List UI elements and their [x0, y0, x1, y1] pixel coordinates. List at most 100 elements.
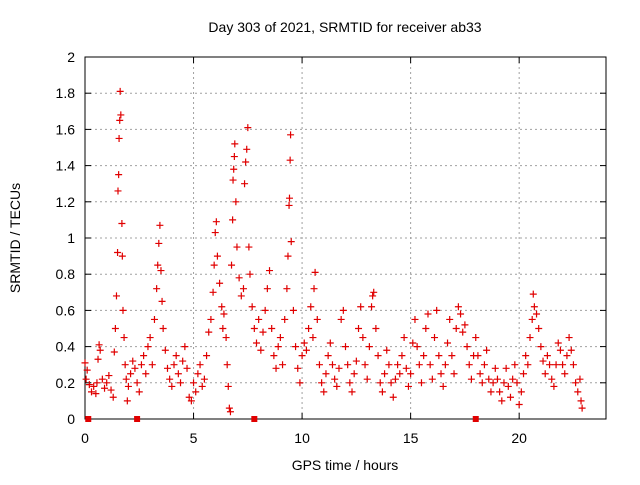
data-point — [170, 361, 178, 369]
data-point — [556, 346, 564, 354]
data-point — [381, 370, 389, 378]
data-point — [448, 352, 456, 360]
data-point — [81, 359, 89, 367]
data-point — [127, 370, 135, 378]
data-point — [378, 388, 386, 396]
y-tick-label: 1.2 — [56, 194, 76, 210]
data-point — [115, 134, 123, 142]
data-point — [328, 361, 336, 369]
data-point — [118, 220, 126, 228]
data-point — [174, 370, 182, 378]
data-point — [326, 339, 334, 347]
y-tick-label: 2 — [67, 49, 75, 65]
data-point — [339, 306, 347, 314]
data-point — [398, 352, 406, 360]
data-point — [396, 370, 404, 378]
data-point — [511, 361, 519, 369]
data-point — [496, 388, 504, 396]
data-point — [463, 343, 471, 351]
data-point — [342, 343, 349, 351]
data-point — [578, 404, 586, 412]
data-point — [352, 357, 360, 365]
data-point — [261, 306, 269, 314]
data-point — [550, 382, 558, 390]
data-point — [541, 370, 549, 378]
data-point — [391, 375, 399, 383]
x-axis-label: GPS time / hours — [292, 457, 399, 473]
data-point — [116, 87, 124, 95]
data-point — [300, 339, 308, 347]
data-point — [355, 325, 363, 332]
data-point — [424, 310, 432, 318]
data-point — [552, 361, 560, 369]
data-point — [118, 252, 126, 260]
data-point — [569, 361, 577, 369]
data-point — [83, 366, 91, 374]
data-point — [229, 176, 237, 184]
data-point — [305, 325, 313, 332]
data-point — [230, 165, 238, 173]
data-point — [420, 352, 428, 360]
data-point — [250, 325, 258, 332]
data-point — [239, 285, 247, 293]
data-point — [529, 290, 537, 298]
data-point — [246, 270, 254, 278]
data-point — [444, 339, 452, 347]
data-point — [365, 343, 373, 351]
data-point — [94, 355, 102, 363]
data-point — [457, 310, 465, 318]
data-point — [276, 334, 284, 342]
data-point — [183, 364, 191, 372]
data-point — [112, 292, 120, 300]
data-point — [561, 370, 569, 378]
y-tick-label: 0 — [67, 411, 75, 427]
y-tick-label: 1.4 — [56, 158, 76, 174]
data-point — [122, 375, 130, 383]
data-point — [413, 343, 421, 351]
data-point — [163, 364, 171, 372]
data-point — [498, 397, 506, 405]
data-point — [402, 364, 410, 372]
data-point — [577, 397, 585, 405]
data-point — [284, 252, 292, 260]
data-point — [478, 379, 486, 387]
data-point — [109, 393, 117, 401]
data-point — [474, 352, 482, 360]
data-point — [485, 375, 493, 383]
data-point — [135, 388, 143, 396]
data-point — [92, 390, 100, 398]
data-point — [255, 315, 263, 323]
data-point — [90, 382, 98, 390]
data-point — [96, 346, 104, 354]
data-point — [153, 285, 161, 293]
data-point — [105, 372, 113, 380]
data-point — [252, 339, 260, 347]
data-point — [205, 328, 213, 336]
data-point — [480, 361, 488, 369]
data-point — [513, 379, 521, 387]
data-point — [400, 334, 408, 342]
data-point — [110, 348, 118, 356]
data-point — [292, 343, 300, 351]
data-point — [476, 370, 484, 378]
x-tick-label: 15 — [403, 430, 419, 446]
data-point — [101, 384, 109, 392]
data-point — [572, 379, 580, 387]
y-tick-label: 1.8 — [56, 85, 76, 101]
data-point — [140, 352, 148, 360]
data-point — [148, 361, 156, 369]
data-point — [465, 361, 473, 369]
data-point — [268, 325, 276, 332]
data-point — [533, 310, 541, 318]
data-point — [155, 239, 163, 247]
data-point — [117, 111, 125, 119]
data-point — [213, 252, 221, 260]
data-point — [526, 334, 534, 342]
data-point — [177, 379, 185, 387]
data-point — [129, 357, 137, 365]
data-point — [88, 388, 96, 396]
data-point — [374, 352, 382, 360]
y-tick-label: 1 — [67, 230, 75, 246]
data-point — [161, 346, 169, 354]
